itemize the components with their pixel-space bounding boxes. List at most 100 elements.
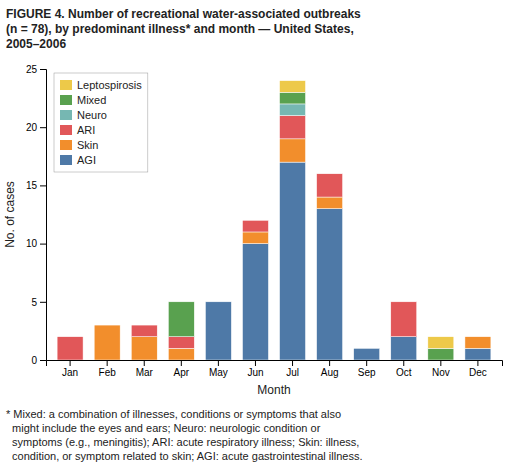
bar [354, 348, 380, 349]
tick: Nov [432, 360, 450, 378]
legend-label: Mixed [77, 94, 106, 106]
bar [57, 336, 83, 337]
tick: Jul [286, 360, 299, 378]
bar [94, 325, 120, 326]
legend-label: Neuro [77, 109, 107, 121]
tick: 0 [31, 355, 46, 366]
bar [354, 348, 380, 349]
bar [131, 337, 157, 360]
bar [57, 336, 83, 337]
legend-swatch [60, 125, 72, 135]
tick: 20 [26, 122, 46, 133]
bar [131, 325, 157, 326]
tick-mark [70, 360, 71, 366]
legend-item: ARI [60, 124, 95, 136]
tick-mark [403, 360, 404, 366]
tick: 15 [26, 180, 46, 191]
axis-line [40, 70, 47, 361]
footnote: * Mixed: a combination of illnesses, con… [6, 408, 341, 420]
tick: Jan [62, 360, 78, 378]
bar [391, 301, 417, 302]
legend-item: Neuro [60, 109, 107, 121]
footnote: condition, or symptom related to skin; A… [6, 450, 362, 462]
bar [242, 244, 268, 360]
tick-mark [218, 360, 219, 366]
bar [317, 209, 343, 360]
bar [168, 302, 194, 337]
bar [168, 301, 194, 302]
bar [242, 220, 268, 232]
bar [465, 336, 491, 337]
bar [94, 325, 120, 326]
legend-swatch [60, 155, 72, 165]
tick-label: Jun [247, 367, 263, 378]
tick-mark [40, 185, 46, 186]
tick-label: Oct [396, 367, 412, 378]
bar [242, 232, 268, 244]
bar [280, 104, 306, 116]
bar [317, 197, 343, 209]
bar [205, 302, 231, 360]
tick-label: Apr [174, 367, 190, 378]
bar [354, 348, 380, 349]
tick-label: 25 [26, 64, 38, 75]
tick-label: 10 [26, 238, 38, 249]
tick-label: Dec [469, 367, 487, 378]
title: (n = 78), by predominant illness* and mo… [6, 22, 354, 36]
bar [465, 337, 491, 349]
bar [391, 301, 417, 302]
tick: Sep [358, 360, 376, 378]
bar [131, 325, 157, 326]
tick-label: Jul [286, 367, 299, 378]
tick-mark [40, 302, 46, 303]
legend-label: AGI [77, 154, 96, 166]
series [205, 162, 490, 360]
plot: 0510152025JanFebMarAprMayJunJulAugSepOct… [3, 64, 503, 397]
tick: 5 [31, 297, 46, 308]
bar [168, 337, 194, 349]
bar [205, 301, 231, 302]
tick-label: Aug [321, 367, 339, 378]
bar [205, 301, 231, 302]
bar [280, 139, 306, 162]
series [280, 104, 306, 116]
bar [317, 173, 343, 174]
bar [465, 336, 491, 337]
tick-mark [107, 360, 108, 366]
tick: Dec [469, 360, 487, 378]
tick-mark [144, 360, 145, 366]
bar [465, 336, 491, 337]
tick-mark [366, 360, 367, 366]
tick-mark [40, 244, 46, 245]
axis-line [47, 361, 503, 367]
tick-label: Feb [99, 367, 117, 378]
title: 2005–2006 [6, 37, 66, 51]
tick-mark [477, 360, 478, 366]
legend-item: Mixed [60, 94, 106, 106]
tick-label: Sep [358, 367, 376, 378]
tick-label: Mar [136, 367, 154, 378]
bar [428, 348, 454, 360]
bar [317, 173, 343, 174]
tick: 25 [26, 64, 46, 75]
bar [280, 81, 306, 93]
tick-label: 15 [26, 180, 38, 191]
legend-swatch [60, 80, 72, 90]
footnote: symptoms (e.g., meningitis); ARI: acute … [6, 436, 359, 448]
bar [465, 348, 491, 360]
legend-item: Skin [60, 139, 98, 151]
series [168, 92, 453, 360]
legend-swatch [60, 95, 72, 105]
tick: Oct [396, 360, 412, 378]
legend-swatch [60, 110, 72, 120]
tick: 10 [26, 238, 46, 249]
tick-mark [440, 360, 441, 366]
bar [354, 348, 380, 349]
bar [131, 325, 157, 337]
footnote: might include the eyes and ears; Neuro: … [6, 422, 321, 434]
tick-label: 20 [26, 122, 38, 133]
tick-mark [181, 360, 182, 366]
tick-mark [40, 360, 46, 361]
bar [354, 348, 380, 360]
tick: Apr [174, 360, 190, 378]
